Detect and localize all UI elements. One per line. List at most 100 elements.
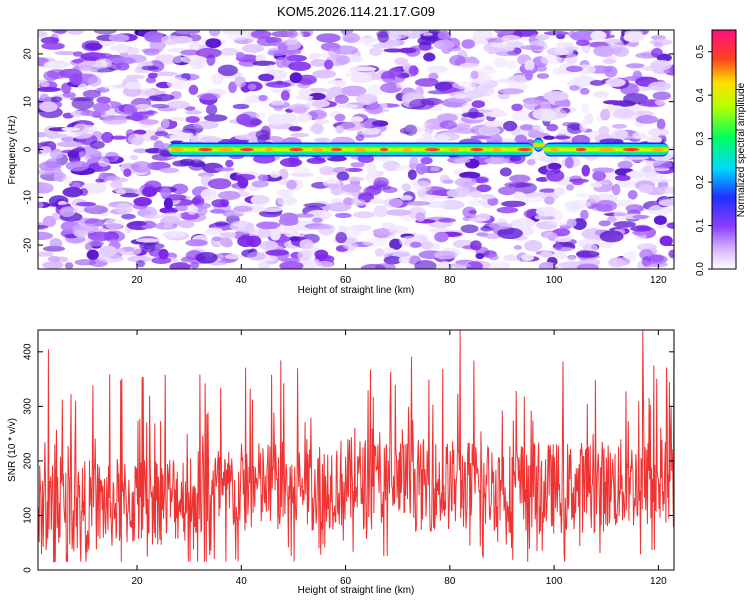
noise-blob (625, 135, 650, 140)
noise-blob (92, 102, 111, 112)
noise-blob (617, 160, 633, 169)
noise-blob (410, 241, 422, 248)
noise-blob (206, 103, 218, 116)
noise-blob (352, 211, 376, 219)
noise-blob (72, 123, 89, 136)
signal-hotspot (575, 147, 587, 152)
noise-blob (635, 115, 659, 124)
noise-blob (434, 231, 449, 243)
noise-blob (224, 254, 243, 260)
noise-blob (407, 169, 417, 180)
noise-blob (340, 121, 365, 131)
noise-blob (180, 49, 201, 56)
noise-blob (570, 30, 596, 42)
noise-blob (590, 30, 607, 41)
noise-blob (419, 35, 439, 41)
noise-blob (324, 59, 334, 70)
noise-blob (123, 168, 132, 177)
noise-blob (171, 183, 189, 195)
noise-blob (499, 167, 512, 177)
noise-blob (267, 50, 287, 57)
noise-blob (401, 183, 412, 192)
noise-blob (159, 207, 179, 214)
noise-blob (524, 239, 543, 252)
noise-blob (565, 199, 592, 208)
noise-blob (446, 188, 472, 198)
noise-blob (607, 216, 616, 222)
noise-blob (234, 134, 253, 140)
noise-blob (189, 261, 200, 269)
noise-blob (572, 180, 584, 186)
signal-hotspot (598, 147, 616, 152)
noise-blob (311, 53, 333, 58)
noise-blob (554, 186, 566, 196)
noise-blob (150, 135, 159, 141)
noise-blob (185, 116, 200, 124)
noise-blob (355, 134, 365, 142)
noise-blob (180, 55, 207, 64)
noise-blob (383, 255, 402, 265)
noise-blob (208, 30, 221, 37)
noise-blob (129, 221, 147, 227)
noise-blob (424, 124, 434, 135)
noise-blob (433, 250, 458, 260)
noise-blob (581, 164, 591, 177)
noise-blob (134, 103, 153, 112)
noise-blob (175, 30, 201, 35)
noise-blob (163, 197, 173, 210)
noise-blob (39, 146, 52, 154)
noise-blob (265, 81, 291, 88)
noise-blob (61, 127, 80, 132)
noise-blob (519, 124, 534, 131)
noise-blob (195, 47, 222, 59)
noise-blob (72, 58, 84, 64)
noise-blob (649, 254, 665, 263)
noise-blob (438, 218, 456, 223)
noise-blob (160, 187, 171, 199)
x-tick-label: 120 (650, 275, 667, 286)
noise-blob (308, 92, 326, 101)
noise-blob (459, 171, 481, 179)
noise-blob (185, 239, 208, 247)
noise-blob (257, 174, 269, 182)
noise-blob (567, 255, 577, 264)
noise-blob (130, 161, 153, 173)
snr-plot-area (38, 330, 674, 570)
noise-blob (108, 33, 130, 42)
noise-blob (602, 58, 616, 64)
noise-blob (65, 160, 90, 172)
noise-blob (344, 72, 358, 78)
noise-blob (528, 129, 541, 136)
signal-hotspot (288, 147, 304, 152)
noise-blob (509, 174, 531, 183)
noise-blob (326, 80, 345, 85)
noise-blob (188, 84, 199, 95)
noise-blob (600, 108, 611, 121)
y-tick-label: -20 (23, 237, 34, 252)
noise-blob (93, 30, 117, 35)
signal-hotspot (198, 147, 213, 152)
noise-blob (80, 110, 106, 117)
noise-blob (60, 136, 76, 143)
noise-blob (630, 225, 652, 232)
noise-blob (625, 155, 650, 160)
noise-blob (267, 113, 288, 126)
colorbar-tick-label: 0.1 (695, 218, 706, 232)
noise-blob (335, 231, 347, 244)
noise-blob (214, 221, 229, 227)
noise-blob (293, 213, 315, 218)
noise-blob (489, 112, 499, 118)
noise-blob (61, 82, 72, 94)
noise-blob (259, 240, 279, 251)
noise-blob (64, 262, 74, 269)
noise-blob (50, 96, 63, 103)
noise-blob (478, 125, 501, 136)
noise-blob (74, 259, 97, 266)
noise-blob (270, 229, 281, 241)
noise-blob (59, 206, 76, 218)
noise-blob (408, 65, 419, 76)
noise-blob (172, 55, 183, 64)
noise-blob (209, 208, 226, 214)
noise-blob (366, 163, 378, 175)
noise-blob (576, 39, 590, 47)
